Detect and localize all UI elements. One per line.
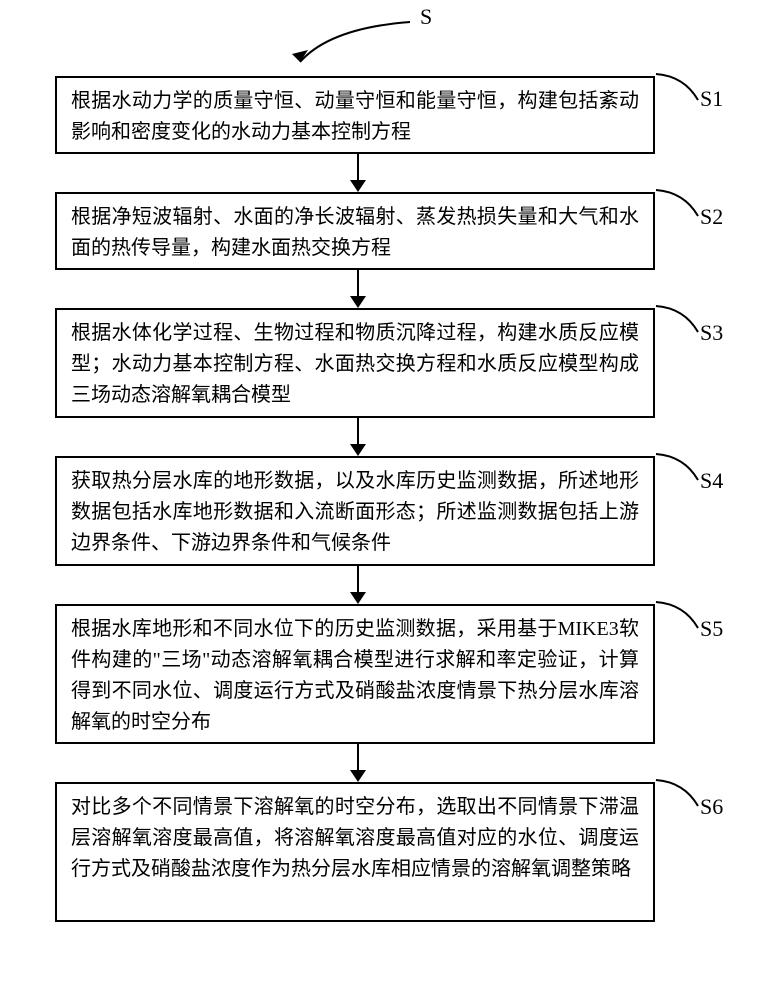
start-arrow [270, 10, 430, 80]
step-box-s2: 根据净短波辐射、水面的净长波辐射、蒸发热损失量和大气和水面的热传导量，构建水面热… [55, 192, 655, 270]
step-label-s1: S1 [700, 86, 723, 112]
step-box-s4: 获取热分层水库的地形数据，以及水库历史监测数据，所述地形数据包括水库地形数据和入… [55, 456, 655, 566]
step-text: 获取热分层水库的地形数据，以及水库历史监测数据，所述地形数据包括水库地形数据和入… [71, 470, 639, 554]
step-text: 根据净短波辐射、水面的净长波辐射、蒸发热损失量和大气和水面的热传导量，构建水面热… [71, 206, 639, 259]
step-box-s5: 根据水库地形和不同水位下的历史监测数据，采用基于MIKE3软件构建的"三场"动态… [55, 604, 655, 744]
step-label-s2: S2 [700, 204, 723, 230]
step-text: 根据水体化学过程、生物过程和物质沉降过程，构建水质反应模型；水动力基本控制方程、… [71, 322, 639, 406]
step-label-s6: S6 [700, 794, 723, 820]
step-text: 根据水库地形和不同水位下的历史监测数据，采用基于MIKE3软件构建的"三场"动态… [71, 618, 639, 733]
connector-arrow [348, 154, 368, 192]
step-box-s6: 对比多个不同情景下溶解氧的时空分布，选取出不同情景下滞温层溶解氧溶度最高值，将溶… [55, 782, 655, 922]
step-text: 根据水动力学的质量守恒、动量守恒和能量守恒，构建包括紊动影响和密度变化的水动力基… [71, 90, 639, 143]
step-box-s3: 根据水体化学过程、生物过程和物质沉降过程，构建水质反应模型；水动力基本控制方程、… [55, 308, 655, 418]
connector-arrow [348, 270, 368, 308]
step-box-s1: 根据水动力学的质量守恒、动量守恒和能量守恒，构建包括紊动影响和密度变化的水动力基… [55, 76, 655, 154]
step-text: 对比多个不同情景下溶解氧的时空分布，选取出不同情景下滞温层溶解氧溶度最高值，将溶… [71, 796, 639, 880]
flowchart-canvas: S 根据水动力学的质量守恒、动量守恒和能量守恒，构建包括紊动影响和密度变化的水动… [0, 0, 773, 1000]
step-label-s4: S4 [700, 468, 723, 494]
connector-arrow [348, 566, 368, 604]
connector-arrow [348, 418, 368, 456]
step-label-s5: S5 [700, 616, 723, 642]
step-label-s3: S3 [700, 320, 723, 346]
connector-arrow [348, 744, 368, 782]
